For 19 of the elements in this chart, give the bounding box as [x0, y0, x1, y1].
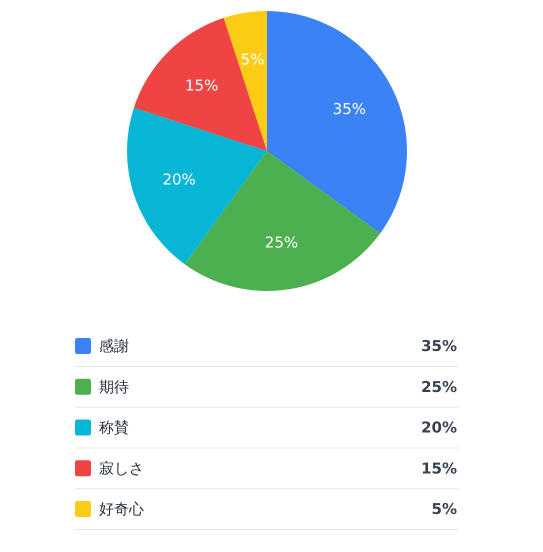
data-label: 5%	[240, 50, 264, 69]
pie-slice	[224, 11, 267, 151]
legend-label: 寂しさ	[99, 459, 144, 478]
text: 5%	[432, 500, 457, 518]
data-label: 15%	[184, 76, 218, 95]
text: 25%	[421, 378, 457, 396]
legend-label: 期待	[99, 378, 129, 396]
pie-slice	[127, 108, 267, 264]
data-label: 35%	[332, 100, 366, 118]
data-label: 25%	[264, 233, 298, 252]
text: 15%	[421, 459, 457, 478]
legend-label: 称賛	[99, 418, 129, 436]
pie-slice	[267, 11, 407, 234]
legend-label: 好奇心	[99, 500, 144, 518]
text: 20%	[421, 418, 457, 436]
data-label: 20%	[162, 170, 196, 189]
pie-slice	[134, 18, 267, 151]
text: 35%	[421, 337, 457, 355]
legend-label: 感謝	[99, 337, 129, 355]
